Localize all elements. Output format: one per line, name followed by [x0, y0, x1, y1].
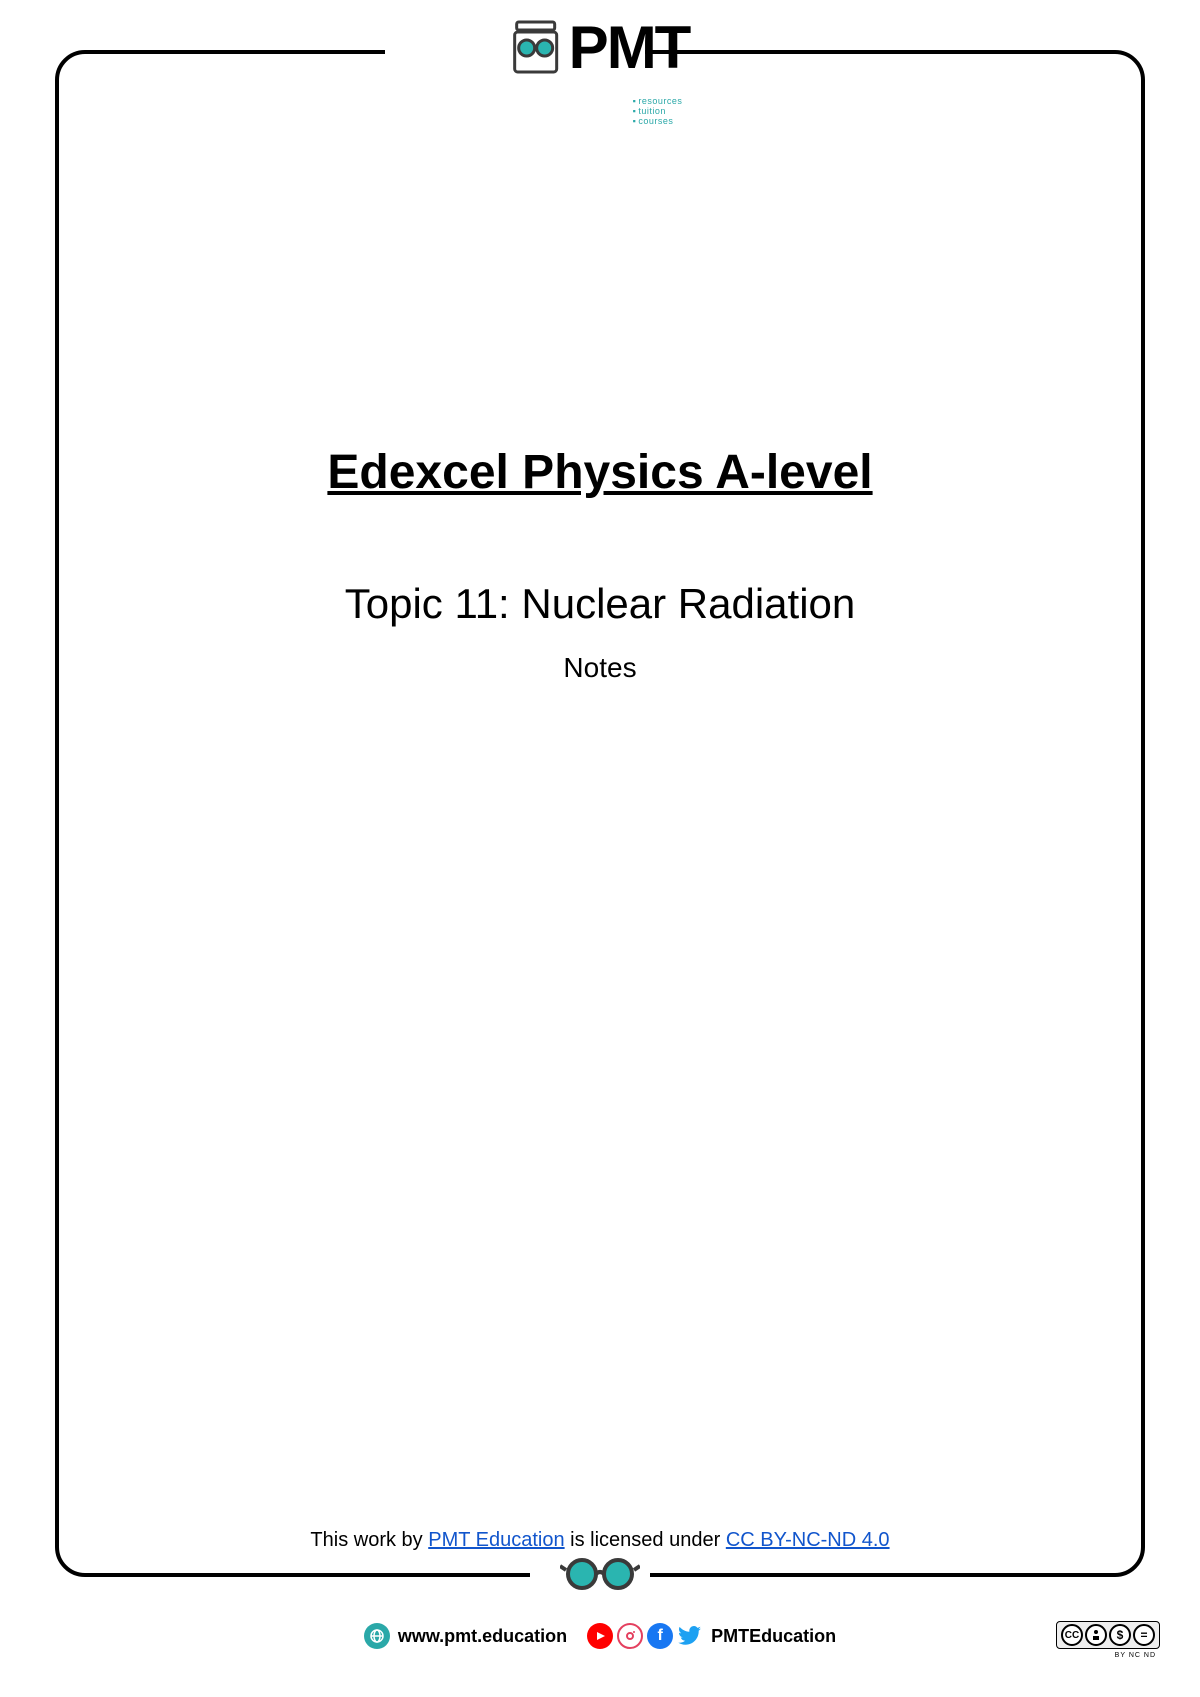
page-title: Edexcel Physics A-level: [0, 445, 1200, 500]
globe-icon: [364, 1623, 390, 1649]
license-text: This work by PMT Education is licensed u…: [0, 1529, 1200, 1552]
youtube-icon[interactable]: [587, 1623, 613, 1649]
glasses-icon: [560, 1556, 640, 1597]
website-url: www.pmt.education: [398, 1626, 567, 1647]
facebook-icon[interactable]: f: [647, 1623, 673, 1649]
book-glasses-icon: [511, 20, 561, 76]
logo-text: PMT: [569, 18, 690, 78]
twitter-icon[interactable]: [677, 1623, 703, 1649]
footer: www.pmt.education f PMTEducation: [0, 1623, 1200, 1649]
header-logo: PMT ▪resources ▪tuition ▪courses: [511, 18, 690, 78]
footer-social: f PMTEducation: [587, 1623, 836, 1649]
nd-icon: =: [1133, 1624, 1155, 1646]
main-content: Edexcel Physics A-level Topic 11: Nuclea…: [0, 445, 1200, 684]
footer-website: www.pmt.education: [364, 1623, 567, 1649]
license-link[interactable]: CC BY-NC-ND 4.0: [726, 1529, 890, 1551]
page-subtitle: Topic 11: Nuclear Radiation: [0, 580, 1200, 628]
instagram-icon[interactable]: [617, 1623, 643, 1649]
cc-icon: CC: [1061, 1624, 1083, 1646]
author-link[interactable]: PMT Education: [428, 1529, 564, 1551]
page-border: [55, 50, 1145, 1577]
social-handle: PMTEducation: [711, 1626, 836, 1647]
logo-tagline: ▪resources ▪tuition ▪courses: [631, 96, 690, 126]
cc-license-badge: CC $ =: [1056, 1621, 1160, 1649]
cc-subtext: BY NC ND: [1115, 1652, 1156, 1659]
nc-icon: $: [1109, 1624, 1131, 1646]
by-icon: [1085, 1624, 1107, 1646]
notes-label: Notes: [0, 652, 1200, 684]
